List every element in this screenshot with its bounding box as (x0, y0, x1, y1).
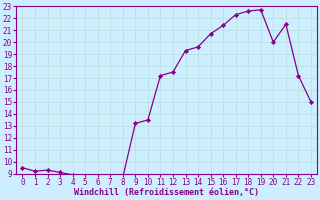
X-axis label: Windchill (Refroidissement éolien,°C): Windchill (Refroidissement éolien,°C) (74, 188, 259, 197)
